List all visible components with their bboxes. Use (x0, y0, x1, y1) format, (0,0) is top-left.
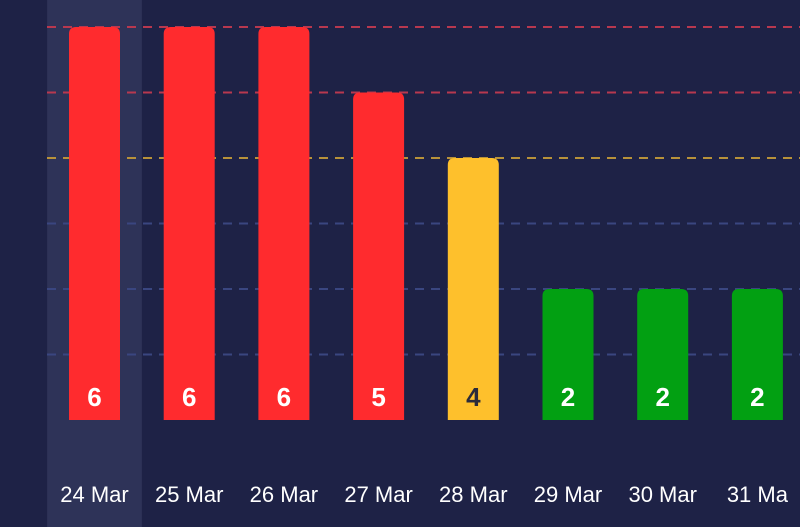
bar-value-label: 4 (466, 382, 481, 412)
bar-value-label: 6 (182, 382, 196, 412)
bar-value-label: 2 (655, 382, 669, 412)
bar-value-label: 2 (561, 382, 575, 412)
bar[interactable] (637, 289, 689, 420)
bar[interactable] (731, 289, 783, 420)
bar-value-label: 5 (371, 382, 385, 412)
bar[interactable] (447, 158, 499, 420)
x-tick-label: 24 Mar (60, 482, 128, 507)
bar-value-label: 6 (277, 382, 291, 412)
x-tick-label: 25 Mar (155, 482, 223, 507)
bar[interactable] (69, 27, 120, 420)
x-tick-label: 28 Mar (439, 482, 507, 507)
bar[interactable] (163, 27, 215, 420)
bar[interactable] (353, 92, 405, 421)
x-tick-label: 27 Mar (344, 482, 412, 507)
bar[interactable] (258, 27, 310, 420)
x-tick-label: 31 Ma (727, 482, 789, 507)
x-tick-label: 29 Mar (534, 482, 602, 507)
x-tick-label: 30 Mar (628, 482, 696, 507)
bar-value-label: 2 (750, 382, 764, 412)
value-label-layer: 6 6 6 5 4 2 2 2 (87, 382, 764, 412)
x-tick-label: 26 Mar (250, 482, 318, 507)
x-axis-tick-layer: 24 Mar 25 Mar 26 Mar 27 Mar 28 Mar 29 Mar 30 M… (60, 482, 788, 507)
bar-value-label: 6 (87, 382, 101, 412)
bar[interactable] (542, 289, 594, 420)
bar-layer (69, 27, 783, 420)
